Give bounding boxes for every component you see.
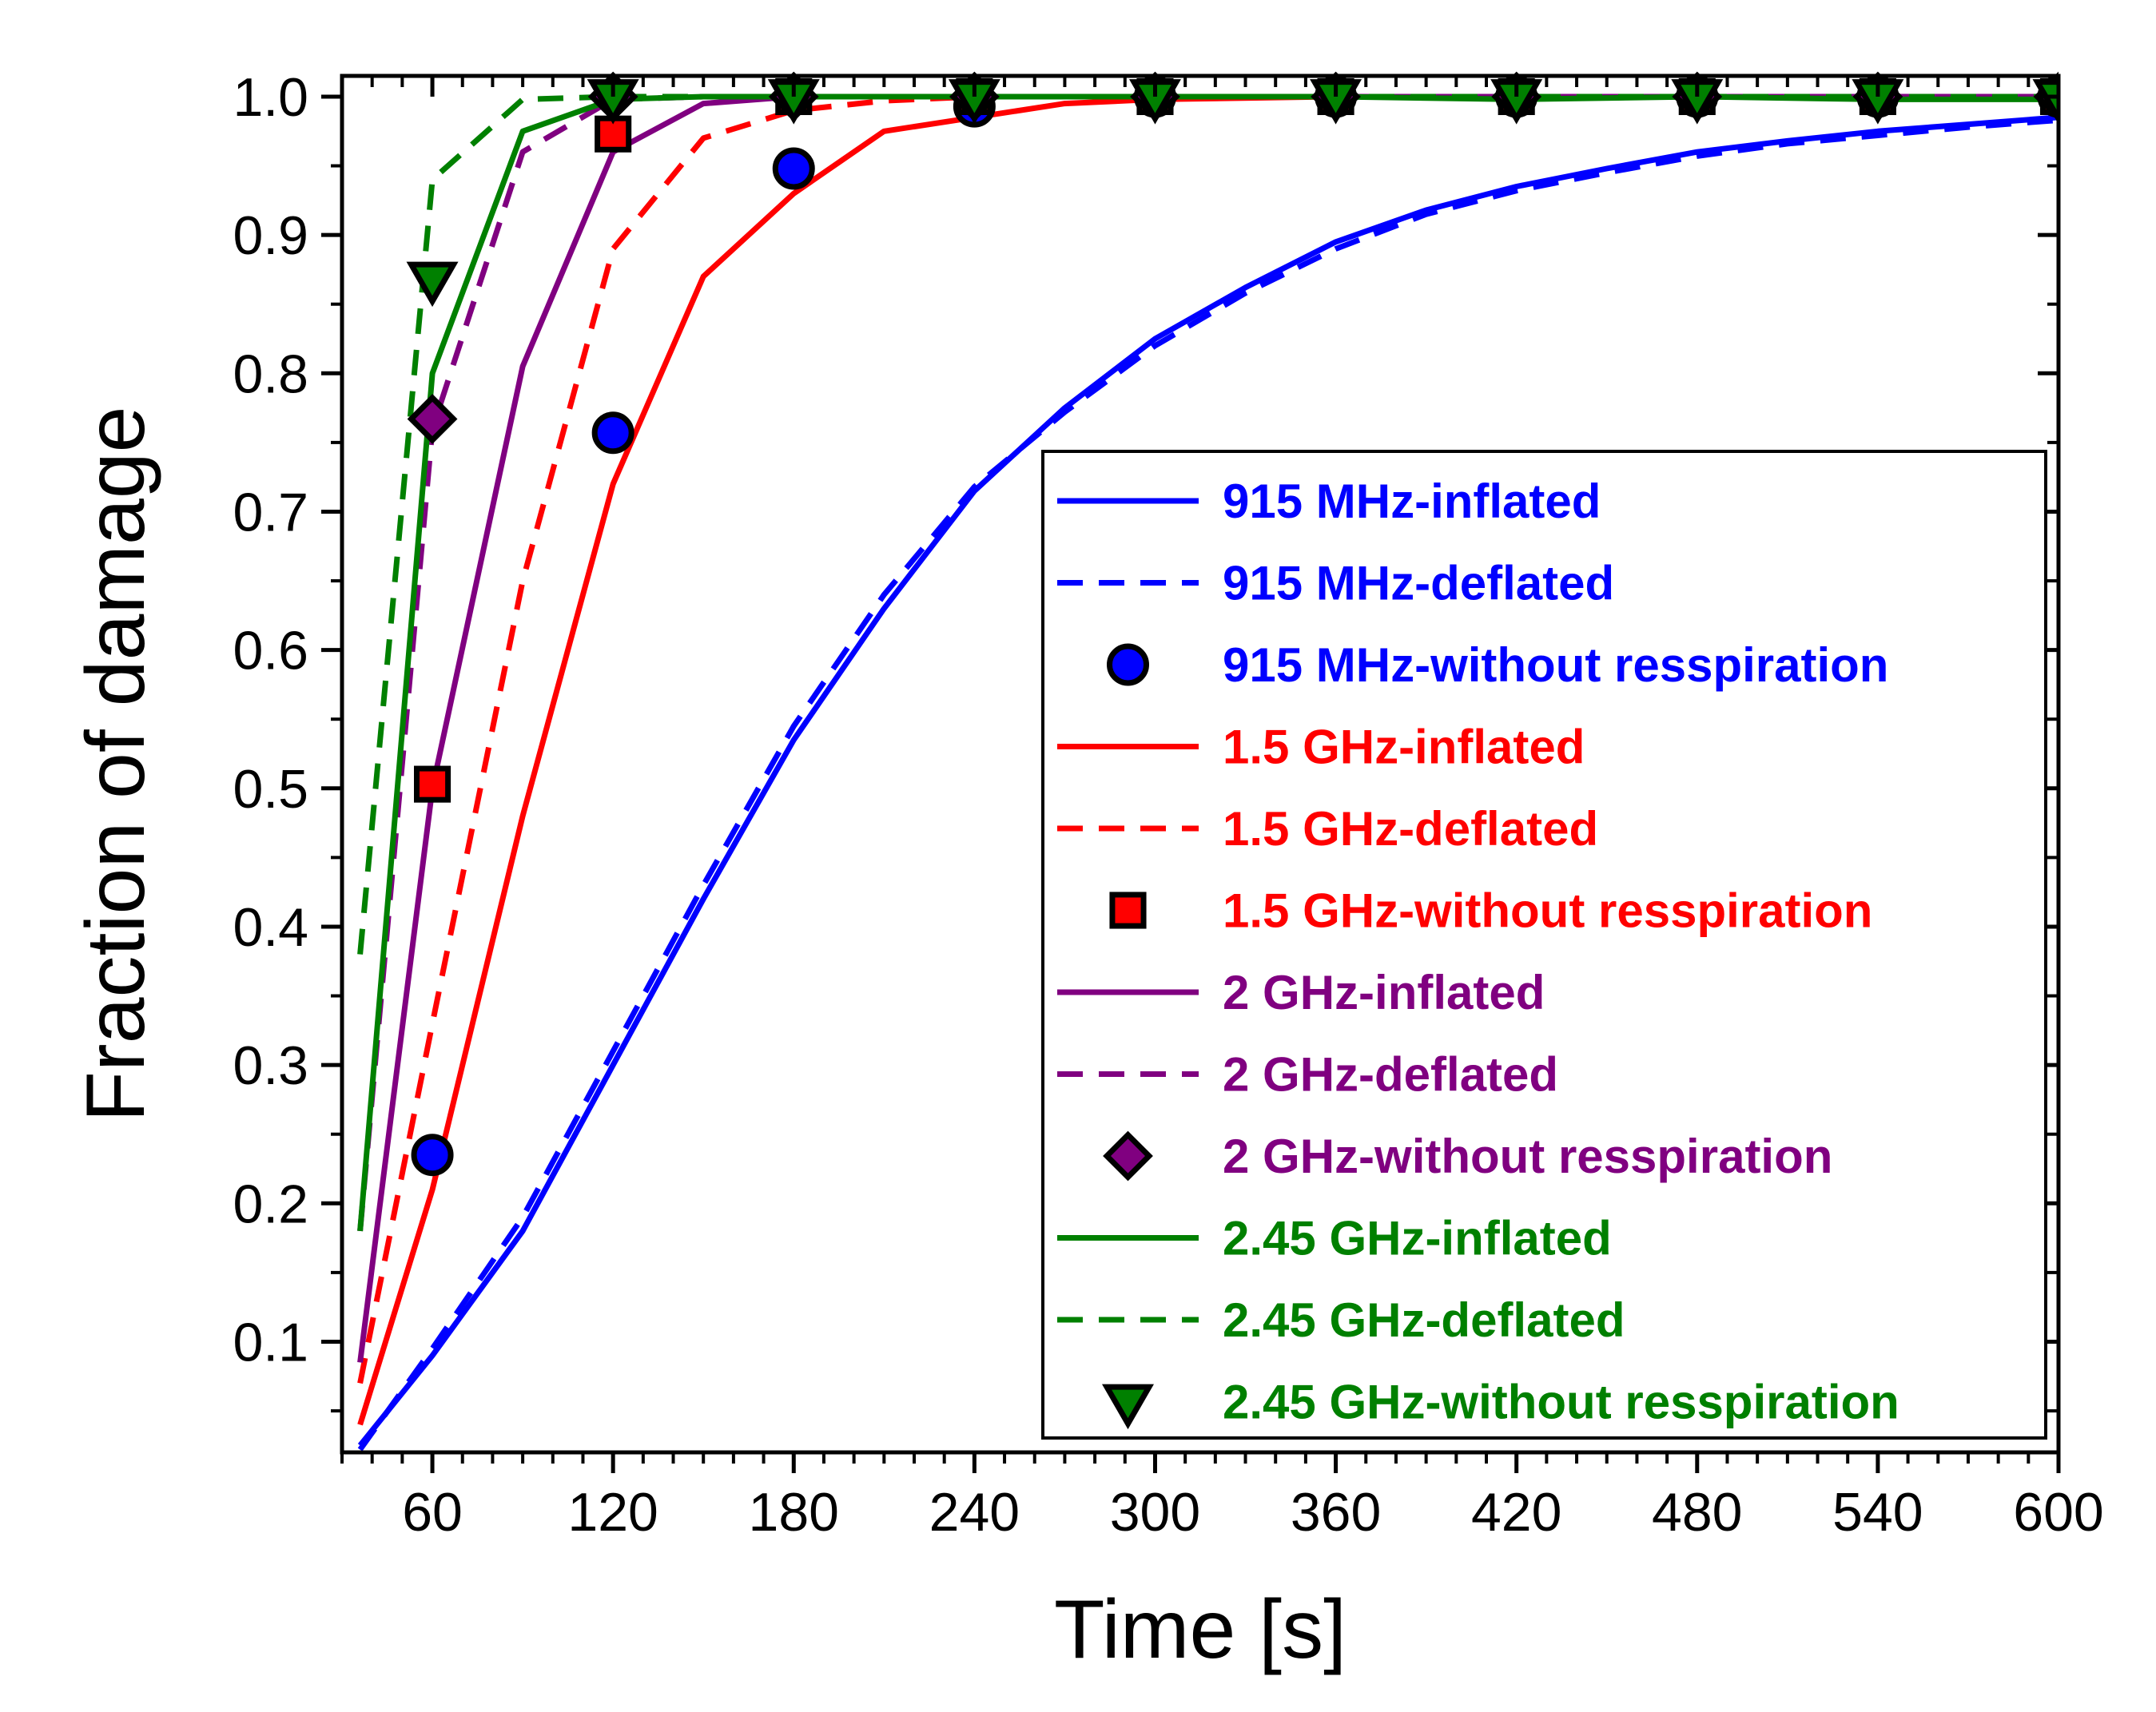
- y-tick-label: 0.4: [233, 897, 308, 958]
- legend-marker: [1102, 1384, 1154, 1430]
- plot-frame: [340, 73, 2061, 1455]
- axes-frame: [340, 73, 2061, 1455]
- x-tick-label: 240: [929, 1482, 1020, 1543]
- legend-item: 1.5 GHz-without resspiration: [1109, 884, 1872, 938]
- x-tick-label: 600: [2013, 1482, 2103, 1543]
- legend-item: 915 MHz-deflated: [1057, 557, 1614, 610]
- legend-item: 1.5 GHz-deflated: [1057, 802, 1598, 856]
- x-tick-label: 360: [1291, 1482, 1381, 1543]
- legend-item: 2.45 GHz-deflated: [1057, 1293, 1625, 1347]
- x-tick-label: 420: [1471, 1482, 1561, 1543]
- data-point: [406, 261, 459, 308]
- legend-item: 2.45 GHz-without resspiration: [1102, 1376, 1899, 1430]
- data-point: [411, 1134, 454, 1177]
- legend-item: 915 MHz-without resspiration: [1107, 638, 1888, 692]
- series-line-0: [357, 114, 2059, 1448]
- series-line-1: [357, 117, 2059, 1452]
- x-tick-label: 120: [567, 1482, 658, 1543]
- x-axis-title: Time [s]: [1054, 1583, 1347, 1676]
- legend-label: 1.5 GHz-without resspiration: [1223, 884, 1872, 938]
- data-point: [772, 147, 815, 190]
- legend-label: 915 MHz-deflated: [1223, 557, 1614, 610]
- x-tick-label: 540: [1832, 1482, 1923, 1543]
- legend: 915 MHz-inflated 915 MHz-deflated 915 MHz-…: [1041, 450, 2047, 1440]
- series-line-4: [357, 93, 2059, 1384]
- legend-label: 2.45 GHz-inflated: [1223, 1212, 1612, 1265]
- legend-item: 1.5 GHz-inflated: [1057, 721, 1585, 774]
- legend-label: 2 GHz-without resspiration: [1223, 1130, 1832, 1183]
- y-tick-label: 0.1: [233, 1312, 308, 1372]
- data-point: [2032, 79, 2059, 125]
- y-tick-label: 0.3: [233, 1035, 308, 1096]
- legend-marker: [1107, 643, 1149, 686]
- legend-label: 1.5 GHz-deflated: [1223, 802, 1598, 856]
- legend-label: 915 MHz-inflated: [1223, 475, 1601, 528]
- series-markers-8: [407, 71, 2059, 444]
- legend-marker: [1103, 1130, 1153, 1182]
- legend-item: 2 GHz-deflated: [1057, 1048, 1558, 1102]
- data-point: [407, 394, 458, 444]
- x-tick-label: 300: [1110, 1482, 1200, 1543]
- y-tick-label: 0.8: [233, 344, 308, 404]
- data-point: [591, 411, 634, 455]
- y-tick-label: 0.6: [233, 621, 308, 681]
- legend-marker: [1109, 892, 1147, 929]
- x-tick-label: 480: [1652, 1482, 1742, 1543]
- legend-label: 915 MHz-without resspiration: [1223, 638, 1888, 692]
- legend-box: [1041, 450, 2047, 1440]
- y-axis-title: Fraction of damage: [70, 406, 162, 1122]
- legend-item: 2 GHz-inflated: [1057, 966, 1545, 1019]
- x-tick-label: 180: [749, 1482, 839, 1543]
- series-markers-11: [406, 79, 2059, 308]
- legend-item: 2.45 GHz-inflated: [1057, 1212, 1612, 1265]
- y-tick-label: 0.9: [233, 205, 308, 266]
- legend-label: 2.45 GHz-deflated: [1223, 1293, 1625, 1347]
- legend-item: 915 MHz-inflated: [1057, 475, 1601, 528]
- y-tick-label: 1.0: [233, 67, 308, 128]
- legend-label: 2 GHz-deflated: [1223, 1048, 1558, 1102]
- legend-label: 2.45 GHz-without resspiration: [1223, 1376, 1899, 1429]
- y-tick-label: 0.2: [233, 1174, 308, 1234]
- x-tick-label: 60: [402, 1482, 463, 1543]
- data-point: [414, 765, 451, 803]
- legend-label: 2 GHz-inflated: [1223, 966, 1545, 1019]
- legend-label: 1.5 GHz-inflated: [1223, 721, 1585, 774]
- y-tick-label: 0.7: [233, 482, 308, 542]
- y-tick-label: 0.5: [233, 759, 308, 820]
- legend-item: 2 GHz-without resspiration: [1103, 1130, 1832, 1183]
